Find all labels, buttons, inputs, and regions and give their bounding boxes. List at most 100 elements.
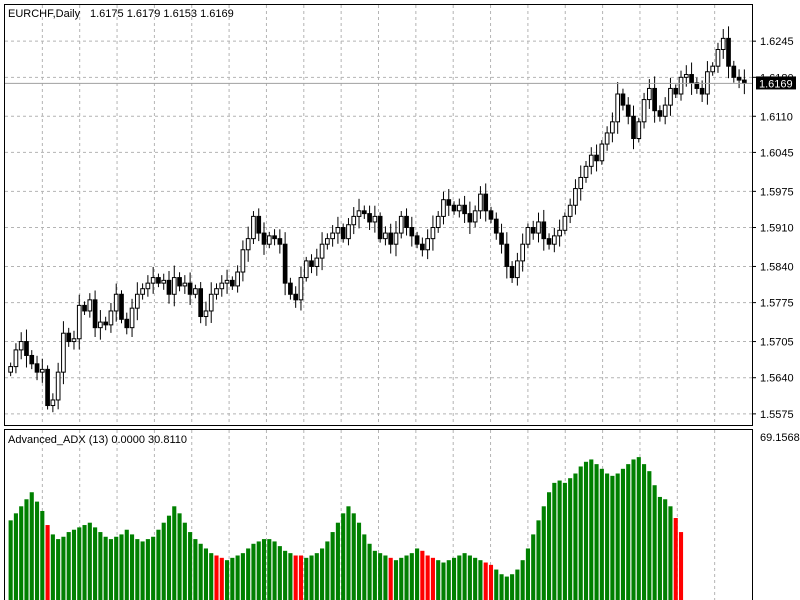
- candle[interactable]: [277, 229, 283, 254]
- candle[interactable]: [113, 283, 119, 322]
- candle[interactable]: [530, 220, 536, 240]
- candle[interactable]: [187, 272, 193, 305]
- candle[interactable]: [668, 77, 673, 116]
- candle[interactable]: [731, 60, 737, 83]
- candle[interactable]: [588, 147, 594, 175]
- candle[interactable]: [208, 282, 214, 323]
- candle[interactable]: [87, 293, 93, 318]
- candle[interactable]: [240, 240, 246, 282]
- candle[interactable]: [171, 265, 177, 307]
- candle[interactable]: [551, 227, 557, 253]
- candle[interactable]: [472, 205, 478, 228]
- candle[interactable]: [282, 232, 288, 296]
- candle[interactable]: [340, 223, 346, 243]
- candle[interactable]: [50, 393, 56, 413]
- indicator-bars[interactable]: [8, 457, 684, 600]
- candle[interactable]: [293, 286, 299, 308]
- candle[interactable]: [367, 205, 372, 230]
- candle[interactable]: [13, 343, 19, 374]
- candle[interactable]: [720, 29, 726, 59]
- candle[interactable]: [214, 283, 219, 300]
- candle[interactable]: [103, 316, 109, 331]
- candle[interactable]: [393, 221, 399, 257]
- candle[interactable]: [567, 198, 573, 224]
- candle[interactable]: [404, 208, 409, 236]
- candle[interactable]: [736, 69, 742, 89]
- candle[interactable]: [478, 186, 483, 219]
- candle[interactable]: [488, 206, 494, 224]
- candle[interactable]: [92, 290, 98, 337]
- candle[interactable]: [657, 105, 663, 122]
- candle[interactable]: [546, 233, 552, 250]
- candle[interactable]: [45, 365, 50, 410]
- candle[interactable]: [266, 231, 272, 249]
- candle[interactable]: [145, 275, 151, 297]
- candle[interactable]: [124, 312, 130, 335]
- candle[interactable]: [689, 62, 694, 95]
- candle[interactable]: [673, 84, 679, 99]
- candle[interactable]: [462, 195, 467, 223]
- candle[interactable]: [610, 112, 615, 143]
- candle[interactable]: [694, 77, 700, 94]
- price-candles[interactable]: [8, 26, 747, 413]
- candle[interactable]: [34, 355, 40, 381]
- candle[interactable]: [541, 209, 547, 251]
- candle[interactable]: [98, 310, 103, 340]
- candle[interactable]: [451, 201, 457, 215]
- candle[interactable]: [71, 330, 77, 350]
- candle[interactable]: [599, 140, 605, 165]
- candle[interactable]: [39, 358, 45, 383]
- candle[interactable]: [229, 276, 235, 290]
- candle[interactable]: [636, 117, 642, 143]
- candle[interactable]: [335, 216, 341, 244]
- candle[interactable]: [309, 254, 314, 274]
- candle[interactable]: [377, 212, 383, 243]
- candle[interactable]: [314, 248, 320, 276]
- candle[interactable]: [161, 273, 167, 290]
- candle[interactable]: [108, 302, 114, 333]
- candle[interactable]: [625, 97, 631, 125]
- candle[interactable]: [504, 232, 510, 279]
- candle[interactable]: [198, 282, 204, 324]
- candle[interactable]: [520, 233, 526, 272]
- candle[interactable]: [156, 273, 161, 288]
- candle[interactable]: [55, 362, 61, 410]
- candle[interactable]: [82, 301, 87, 315]
- candle[interactable]: [29, 350, 35, 370]
- candle[interactable]: [678, 70, 684, 101]
- candle[interactable]: [361, 205, 367, 219]
- candle[interactable]: [203, 301, 209, 326]
- candle[interactable]: [251, 211, 256, 244]
- candle[interactable]: [604, 126, 610, 151]
- candle[interactable]: [467, 201, 473, 234]
- candle[interactable]: [430, 215, 436, 251]
- candle[interactable]: [288, 277, 293, 300]
- candle[interactable]: [129, 298, 135, 337]
- candle[interactable]: [483, 183, 489, 222]
- candle[interactable]: [715, 42, 721, 73]
- candle[interactable]: [383, 226, 388, 246]
- candle[interactable]: [8, 362, 13, 377]
- candle[interactable]: [409, 216, 415, 247]
- candle[interactable]: [177, 272, 182, 292]
- candle[interactable]: [134, 282, 140, 321]
- candle[interactable]: [166, 271, 172, 304]
- candle[interactable]: [699, 80, 705, 103]
- candle[interactable]: [515, 252, 520, 286]
- candle[interactable]: [499, 223, 504, 254]
- candle[interactable]: [641, 92, 647, 129]
- candle[interactable]: [356, 198, 362, 229]
- candle[interactable]: [66, 327, 72, 347]
- candle[interactable]: [525, 223, 531, 249]
- candle[interactable]: [594, 144, 599, 172]
- candle[interactable]: [425, 229, 430, 260]
- candle[interactable]: [330, 225, 335, 247]
- candle[interactable]: [420, 237, 425, 257]
- candle[interactable]: [372, 205, 378, 233]
- candle[interactable]: [652, 76, 657, 123]
- candle[interactable]: [256, 208, 262, 242]
- candle[interactable]: [182, 275, 188, 294]
- candle[interactable]: [272, 229, 277, 246]
- candle[interactable]: [398, 211, 404, 239]
- candle[interactable]: [615, 81, 621, 134]
